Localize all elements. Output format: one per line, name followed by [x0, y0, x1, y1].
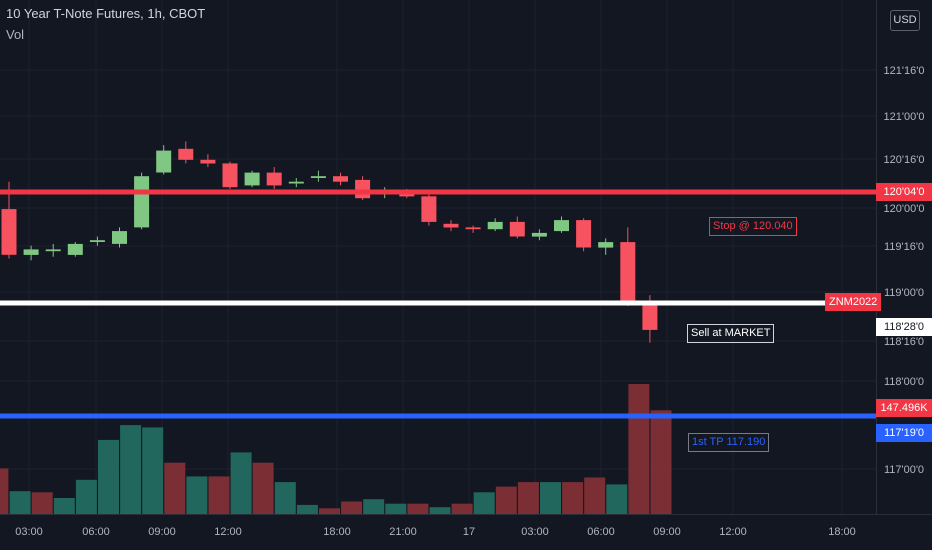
take-profit-annotation[interactable]: 1st TP 117.190: [688, 433, 770, 452]
candle-body: [465, 227, 481, 230]
price-tick-label: 120'00'0: [884, 203, 925, 215]
candle-body: [421, 196, 437, 222]
time-tick-label: 12:00: [214, 526, 242, 538]
time-tick-label: 03:00: [15, 526, 43, 538]
volume-bar: [385, 503, 407, 514]
candle-body: [355, 179, 371, 199]
price-tick-label: 121'16'0: [884, 65, 925, 77]
volume-bar: [628, 384, 650, 514]
volume-legend-label[interactable]: Vol: [6, 27, 25, 42]
price-candles: [1, 141, 658, 343]
volume-bar: [230, 452, 252, 514]
candle-body: [200, 159, 216, 164]
volume-bar: [495, 486, 517, 514]
candle-body: [178, 148, 194, 160]
volume-bar: [429, 507, 451, 514]
volume-value-tag: 147.496K: [876, 399, 932, 417]
time-tick-label: 21:00: [389, 526, 417, 538]
volume-bar: [274, 482, 296, 514]
volume-bar: [407, 503, 429, 514]
price-tick-label: 118'16'0: [884, 336, 924, 348]
volume-bar: [540, 482, 561, 514]
candle-body: [244, 172, 260, 186]
candle-body: [509, 221, 525, 237]
volume-bar: [98, 439, 119, 514]
time-tick-label: 03:00: [521, 526, 549, 538]
stop-price-tag: 120'04'0: [876, 183, 932, 201]
volume-bar: [606, 484, 628, 514]
candle-body: [333, 176, 348, 182]
level-lines[interactable]: [0, 189, 876, 419]
volume-bar: [186, 476, 208, 514]
candle-body: [620, 242, 636, 301]
volume-bar: [363, 499, 385, 514]
candle-body: [67, 243, 83, 255]
symbol-title[interactable]: 10 Year T-Note Futures, 1h, CBOT: [6, 6, 206, 21]
candle-body: [266, 172, 282, 186]
entry-annotation[interactable]: Sell at MARKET: [687, 324, 775, 343]
candle-body: [554, 220, 569, 232]
time-tick-label: 09:00: [653, 526, 681, 538]
candle-body: [156, 150, 172, 173]
candle-body: [531, 232, 547, 237]
candle-body: [112, 231, 127, 244]
volume-bar: [164, 462, 186, 514]
time-tick-label: 18:00: [828, 526, 856, 538]
volume-bar: [31, 492, 53, 514]
candle-body: [598, 242, 614, 248]
currency-button[interactable]: USD: [890, 10, 920, 31]
time-tick-label: 17: [463, 526, 475, 538]
price-tick-label: 117'00'0: [884, 464, 924, 476]
volume-bar: [75, 479, 97, 514]
candle-body: [310, 176, 326, 178]
price-tick-label: 120'16'0: [884, 154, 925, 166]
candle-body: [487, 221, 503, 230]
candle-body: [576, 220, 592, 248]
candle-body: [288, 181, 304, 184]
volume-bar: [517, 482, 539, 514]
symbol-tag: ZNM2022: [825, 293, 882, 311]
price-tick-label: 118'00'0: [884, 376, 924, 388]
volume-bar: [584, 477, 606, 514]
time-tick-label: 09:00: [148, 526, 176, 538]
volume-bar: [208, 476, 230, 514]
take-profit-price-tag: 117'19'0: [876, 424, 932, 442]
candle-body: [642, 300, 658, 330]
price-tick-label: 119'00'0: [884, 287, 924, 299]
time-tick-label: 18:00: [323, 526, 351, 538]
volume-bar: [252, 462, 274, 514]
volume-bar: [142, 427, 164, 514]
candle-body: [23, 249, 39, 255]
entry-price-tag: 118'28'0: [876, 318, 932, 336]
volume-bar: [319, 508, 340, 514]
price-tick-label: 121'00'0: [884, 111, 925, 123]
stop-annotation[interactable]: Stop @ 120.040: [709, 217, 797, 236]
volume-bar: [0, 468, 9, 514]
time-tick-label: 12:00: [719, 526, 747, 538]
volume-bar: [9, 491, 31, 514]
volume-bar: [650, 410, 672, 514]
candle-body: [399, 192, 415, 197]
candle-body: [222, 163, 238, 188]
volume-bar: [296, 504, 318, 514]
price-axis[interactable]: 121'16'0 121'00'0 120'16'0 120'00'0 119'16'0…: [884, 65, 925, 476]
candle-body: [1, 209, 17, 255]
volume-bar: [473, 492, 495, 514]
volume-bar: [451, 503, 473, 514]
candle-body: [89, 240, 105, 242]
volume-bar: [341, 501, 363, 514]
candle-body: [45, 249, 61, 252]
time-tick-label: 06:00: [587, 526, 615, 538]
candle-body: [134, 176, 150, 228]
volume-bar: [53, 498, 75, 514]
volume-bar: [120, 425, 142, 514]
candle-body: [443, 223, 459, 228]
time-axis[interactable]: 03:00 06:00 09:00 12:00 18:00 21:00 17 03:00 06:…: [15, 526, 856, 538]
volume-bar: [562, 482, 584, 514]
chart-grid: [0, 0, 876, 514]
price-tick-label: 119'16'0: [884, 241, 924, 253]
time-tick-label: 06:00: [82, 526, 110, 538]
volume-bars: [0, 384, 672, 514]
